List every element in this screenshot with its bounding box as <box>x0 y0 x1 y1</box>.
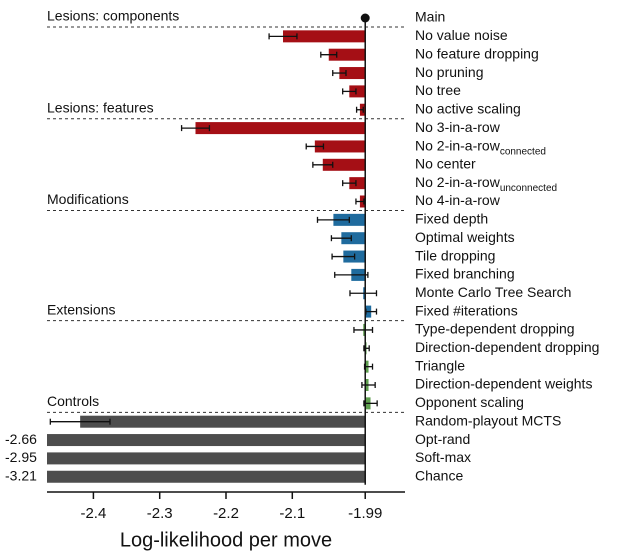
x-tick-label: -1.99 <box>348 505 382 522</box>
category-subscript: connected <box>500 146 546 157</box>
bar <box>328 48 366 61</box>
category-subscript: unconnected <box>500 183 557 194</box>
x-tick-label: -2.3 <box>147 505 173 522</box>
category-label: Direction-dependent dropping <box>415 339 599 355</box>
category-label: No pruning <box>415 64 484 80</box>
error-bar <box>363 400 378 407</box>
category-label: Type-dependent dropping <box>415 321 575 337</box>
bar <box>314 140 366 153</box>
category-text: No 2-in-a-row <box>415 174 501 190</box>
error-bar <box>320 51 338 58</box>
bar <box>349 85 366 98</box>
category-label: No value noise <box>415 27 508 43</box>
error-bar <box>316 216 350 223</box>
bar <box>322 158 366 171</box>
bar-value-label: -2.95 <box>5 449 37 465</box>
category-label: No feature dropping <box>415 45 539 61</box>
category-label: Monte Carlo Tree Search <box>415 284 571 300</box>
bar <box>47 434 366 447</box>
error-bar <box>353 326 374 333</box>
category-label: Fixed depth <box>415 211 488 227</box>
error-bar <box>180 125 211 132</box>
category-label: Tile dropping <box>415 247 495 263</box>
category-label: Triangle <box>415 357 465 373</box>
error-bar <box>334 271 369 278</box>
error-bar <box>349 290 378 297</box>
error-bar <box>331 253 356 260</box>
bar <box>80 415 366 428</box>
category-label: Soft-max <box>415 449 471 465</box>
category-label: Optimal weights <box>415 229 515 245</box>
error-bar <box>355 198 365 205</box>
error-bar <box>332 70 347 77</box>
group-label: Modifications <box>47 191 129 207</box>
category-label: Random-playout MCTS <box>415 412 561 428</box>
group-label: Lesions: components <box>47 8 179 24</box>
bar <box>195 122 366 135</box>
group-label: Lesions: features <box>47 99 154 115</box>
bar <box>341 232 366 245</box>
error-bar <box>342 88 357 95</box>
error-bar <box>355 106 364 113</box>
error-bar <box>361 382 376 388</box>
bar <box>349 177 366 190</box>
reference-point <box>360 13 370 23</box>
category-label: Direction-dependent weights <box>415 376 592 392</box>
error-bar <box>305 143 325 150</box>
category-label: No 2-in-a-rowconnected <box>415 137 546 157</box>
bar <box>283 30 366 43</box>
x-tick-label: -2.2 <box>213 505 239 522</box>
category-label: No tree <box>415 82 461 98</box>
category-label: Fixed #iterations <box>415 302 518 318</box>
x-tick-label: -2.1 <box>279 505 305 522</box>
error-bar <box>268 33 298 40</box>
error-bar <box>330 235 352 242</box>
bar <box>47 470 366 483</box>
x-tick-label: -2.4 <box>80 505 106 522</box>
error-bar <box>342 180 357 187</box>
category-label: Opt-rand <box>415 431 470 447</box>
x-axis-title: Log-likelihood per move <box>120 529 332 551</box>
category-label: Opponent scaling <box>415 394 524 410</box>
category-text: No 2-in-a-row <box>415 137 501 153</box>
category-label: Chance <box>415 467 463 483</box>
category-label: No 2-in-a-rowunconnected <box>415 174 557 194</box>
category-label: No center <box>415 156 476 172</box>
reference-label: Main <box>415 9 445 25</box>
bar-value-label: -3.21 <box>5 467 37 483</box>
group-label: Extensions <box>47 301 115 317</box>
error-bar <box>312 161 334 168</box>
bar <box>47 452 366 465</box>
error-bar <box>49 418 111 425</box>
bar-value-label: -2.66 <box>5 431 37 447</box>
category-label: No 4-in-a-row <box>415 192 501 208</box>
category-label: No active scaling <box>415 100 521 116</box>
group-label: Controls <box>47 393 99 409</box>
category-label: No 3-in-a-row <box>415 119 501 135</box>
category-label: Fixed branching <box>415 266 515 282</box>
